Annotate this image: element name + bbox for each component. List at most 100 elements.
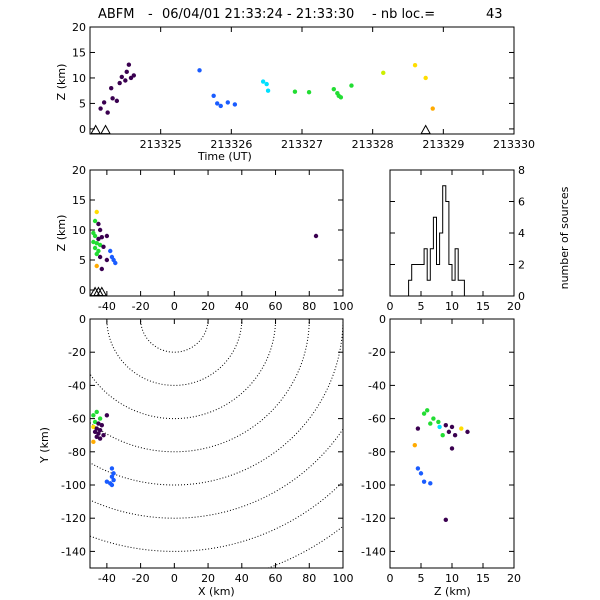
time-height-marks: 213325 213326 213327 213328 213329 213330 0 5 10… [72, 21, 535, 151]
z_y-point [459, 426, 464, 431]
time_height-point [306, 90, 312, 95]
x_y_plan-point [92, 419, 98, 425]
x_z-point [92, 233, 98, 239]
z-y-xlabel: Z (km) [434, 585, 471, 598]
x_y_plan-xtick-label: 60 [269, 572, 283, 585]
x_y_plan-xtick-label: -40 [98, 572, 116, 585]
time_height-point [381, 70, 386, 76]
height_histogram-xtick-label: 0 [387, 300, 394, 313]
x_y_plan-point [104, 479, 110, 484]
x-y-ylabel: Y (km) [38, 427, 51, 464]
x_y_plan-xtick-label: 100 [333, 572, 354, 585]
z_y-point [428, 481, 433, 486]
z_y-ytick-label: -80 [368, 446, 386, 459]
time_height-point [197, 68, 202, 73]
z_y-point [449, 446, 455, 451]
time_height-point [430, 106, 435, 111]
z-y-panel: Z (km) 0 5 10 15 20 0 -20 -40 -60 -80 -100 -120 -140 [361, 313, 521, 598]
time_height-point [265, 88, 271, 93]
range-rings [90, 319, 343, 568]
time-height-xlabel: Time (UT) [197, 150, 252, 163]
x_y_plan-point [109, 466, 115, 471]
z-y-marks: 0 5 10 15 20 0 -20 -40 -60 -80 -100 -120 -140 [361, 313, 521, 585]
time_height-ytick-label: 10 [72, 72, 86, 85]
histogram-y2label: number of sources [558, 186, 571, 289]
x_z-xtick-label: 100 [333, 300, 354, 313]
time_height-xtick-label: 213328 [352, 138, 394, 151]
time_height-point [124, 69, 129, 75]
x_z-xtick-label: 60 [269, 300, 283, 313]
z_y-xtick-label: 20 [507, 572, 521, 585]
x-y-plan-panel: X (km) Y (km) -40 -20 0 20 40 60 80 1000-20-40-… [38, 313, 354, 598]
x_y_plan-point [94, 434, 99, 440]
x_z-point [108, 248, 113, 254]
time_height-point [110, 96, 115, 101]
x_y_plan-point [97, 428, 103, 433]
station-triangle [90, 124, 102, 135]
z_y-point [415, 466, 421, 471]
height_histogram-y2tick-label: 0 [518, 290, 525, 303]
range-ring [90, 319, 310, 453]
time_height-point [423, 75, 428, 81]
title-station: ABFM [98, 7, 135, 22]
time_height-point [232, 102, 238, 107]
x_y_plan-point [99, 423, 105, 428]
z_y-ytick-label: -100 [361, 479, 386, 492]
x_y_plan-xtick-label: 80 [302, 572, 316, 585]
x_y_plan-point [109, 474, 115, 479]
x_y_plan-point [96, 431, 101, 436]
x_z-ytick-label: 20 [72, 164, 86, 177]
x_y_plan-xtick-label: 0 [171, 572, 178, 585]
x_y_plan-point [92, 429, 98, 435]
x-z-panel: Z (km) -40 -20 0 20 40 60 80 100 0 5 10 15 20 [55, 164, 354, 313]
x_z-xtick-label: 20 [201, 300, 215, 313]
z_y-point [449, 424, 455, 430]
z_y-xtick-label: 0 [387, 572, 394, 585]
time_height-point [412, 63, 418, 68]
z_y-point [465, 429, 470, 435]
range-ring [106, 319, 243, 386]
x_z-xtick-label: 0 [171, 300, 178, 313]
x_z-ytick-label: 5 [79, 254, 86, 267]
z_y-point [443, 423, 448, 428]
x_y_plan-point [104, 413, 110, 418]
height_histogram-xtick-label: 5 [418, 300, 425, 313]
x_z-ytick-label: 15 [72, 194, 86, 207]
x_z-xtick-label: -40 [98, 300, 116, 313]
time_height-xtick-label: 213330 [493, 138, 535, 151]
title-datetime-range: 06/04/01 21:33:24 - 21:33:30 [162, 7, 354, 22]
z_y-point [421, 411, 427, 416]
time_height-point [225, 100, 230, 105]
z_y-point [452, 433, 458, 438]
x_z-point [96, 236, 101, 242]
x_z-point [96, 221, 101, 227]
station-triangle [420, 124, 432, 135]
height_histogram-xtick-label: 15 [476, 300, 490, 313]
z_y-ytick-label: -60 [368, 413, 386, 426]
z_y-ytick-label: 0 [379, 313, 386, 326]
time_height-ytick-label: 20 [72, 21, 86, 34]
x_y_plan-point [96, 421, 101, 426]
time_height-point [117, 80, 122, 86]
height_histogram-y2tick-label: 6 [518, 196, 525, 209]
x_y_plan-point [91, 424, 96, 430]
x_z-point [104, 257, 110, 263]
x_y_plan-point [97, 436, 103, 441]
time_height-ytick-label: 15 [72, 46, 86, 59]
z_y-point [412, 442, 417, 448]
station-triangle [96, 286, 108, 297]
time_height-point [338, 95, 344, 100]
x_y_plan-point [94, 426, 99, 431]
time_height-point [292, 89, 298, 94]
x_z-point [92, 218, 98, 224]
time_height-xtick-label: 213329 [422, 138, 464, 151]
z_y-ytick-label: -20 [368, 346, 386, 359]
x_z-point [313, 233, 319, 239]
z_y-point [425, 408, 430, 413]
z_y-xtick-label: 15 [476, 572, 490, 585]
time_height-point [109, 85, 114, 91]
